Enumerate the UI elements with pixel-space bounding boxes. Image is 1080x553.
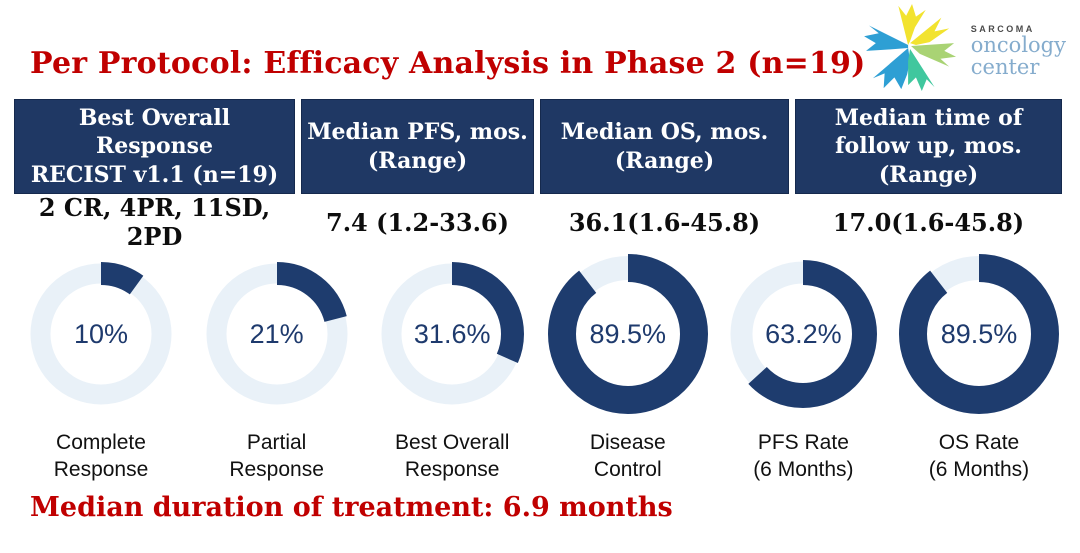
donut-percent-label: 21% — [249, 318, 304, 349]
donut-caption: PFS Rate (6 Months) — [753, 431, 854, 482]
donut-complete-response: 10% Complete Response — [16, 250, 186, 484]
donut-chart-row: 10% Complete Response 21% Partial Respon… — [16, 250, 1064, 484]
donut-ring: 21% — [192, 250, 362, 418]
donut-caption: Partial Response — [229, 431, 324, 482]
donut-partial-response: 21% Partial Response — [192, 250, 362, 484]
donut-ring: 63.2% — [718, 250, 888, 418]
donut-ring: 10% — [16, 250, 186, 418]
logo-text: SARCOMA oncology center — [971, 16, 1066, 78]
table-value-best-overall-response: 2 CR, 4PR, 11SD, 2PD — [38, 193, 271, 251]
sarcoma-oncology-center-logo: SARCOMA oncology center — [859, 2, 1066, 92]
table-value-median-os: 36.1(1.6-45.8) — [568, 207, 761, 237]
efficacy-table: Best Overall Response RECIST v1.1 (n=19)… — [14, 99, 1062, 251]
donut-pfs-rate: 63.2% PFS Rate (6 Months) — [718, 250, 888, 484]
donut-ring: 89.5% — [894, 250, 1064, 418]
donut-ring: 31.6% — [367, 250, 537, 418]
logo-brand-line1: oncology — [970, 33, 1066, 58]
footer-note: Median duration of treatment: 6.9 months — [30, 492, 673, 523]
palm-tree-icon — [863, 3, 956, 92]
donut-percent-label: 89.5% — [940, 318, 1018, 349]
logo-brand-line2: center — [970, 54, 1040, 79]
table-value-median-pfs: 7.4 (1.2-33.6) — [326, 207, 509, 237]
table-header-best-overall-response: Best Overall Response RECIST v1.1 (n=19) — [14, 99, 295, 194]
donut-percent-label: 10% — [73, 318, 129, 349]
donut-disease-control: 89.5% Disease Control — [543, 250, 713, 484]
page-title: Per Protocol: Efficacy Analysis in Phase… — [30, 46, 866, 81]
donut-caption: Disease Control — [589, 431, 666, 482]
donut-percent-label: 63.2% — [765, 318, 842, 349]
logo-brand-top: SARCOMA — [970, 24, 1035, 35]
donut-percent-label: 31.6% — [413, 318, 491, 349]
table-header-median-followup: Median time of follow up, mos. (Range) — [795, 99, 1062, 194]
donut-best-overall-response: 31.6% Best Overall Response — [367, 250, 537, 484]
donut-caption: Complete Response — [53, 431, 149, 482]
table-value-median-followup: 17.0(1.6-45.8) — [832, 207, 1025, 237]
donut-os-rate: 89.5% OS Rate (6 Months) — [894, 250, 1064, 484]
donut-caption: OS Rate (6 Months) — [928, 431, 1030, 482]
donut-ring: 89.5% — [543, 250, 713, 418]
donut-caption: Best Overall Response — [395, 431, 510, 482]
table-header-median-os: Median OS, mos. (Range) — [540, 99, 789, 194]
donut-percent-label: 89.5% — [589, 318, 667, 349]
table-header-median-pfs: Median PFS, mos. (Range) — [301, 99, 534, 194]
